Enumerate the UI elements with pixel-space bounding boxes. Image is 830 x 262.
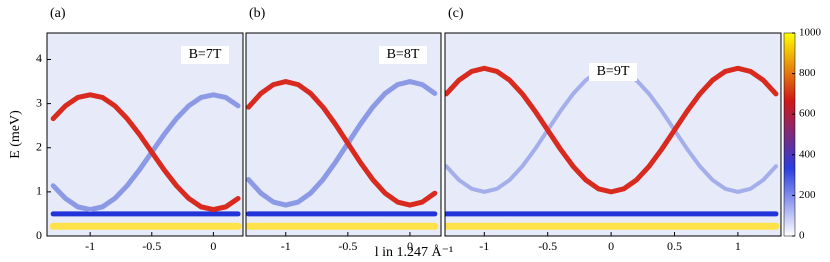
x-tick-label: -1 — [479, 239, 489, 253]
x-tick-label: 0 — [608, 239, 614, 253]
y-tick-label: 1 — [36, 184, 42, 198]
x-tick-label: -0.5 — [142, 239, 161, 253]
x-tick-label: 0 — [407, 239, 413, 253]
y-tick-label: 3 — [36, 95, 42, 109]
dispersion-curve — [246, 79, 438, 208]
plot-frame — [46, 32, 244, 237]
x-tick-label: -1 — [85, 239, 95, 253]
annotation-box — [379, 46, 427, 64]
annotation-box — [181, 46, 229, 64]
x-tick-label: 0 — [210, 239, 216, 253]
dispersion-curve — [445, 65, 779, 195]
panel-label: (a) — [50, 6, 66, 21]
dispersion-curve — [50, 92, 241, 213]
colorbar-tick-label: 200 — [799, 189, 816, 201]
colorbar-tick-label: 600 — [799, 108, 816, 120]
x-tick-label: -0.5 — [338, 239, 357, 253]
x-tick-label: -0.5 — [538, 239, 557, 253]
y-tick-label: 2 — [36, 139, 42, 153]
colorbar-tick-label: 800 — [799, 67, 816, 79]
plot-background — [47, 33, 243, 236]
annotation: B=9T — [597, 64, 630, 79]
colorbar-tick-label: 1000 — [799, 27, 822, 39]
panel-label: (b) — [249, 6, 266, 21]
x-tick-label: -1 — [281, 239, 291, 253]
y-tick-label: 4 — [36, 51, 42, 65]
y-tick-label: 0 — [36, 228, 42, 242]
x-tick-label: 0.5 — [667, 239, 682, 253]
dispersion-curve — [246, 79, 438, 208]
plot-frame — [245, 32, 442, 237]
colorbar-tick-label: 0 — [799, 230, 805, 242]
annotation: B=8T — [387, 47, 420, 62]
annotation: B=7T — [189, 47, 222, 62]
annotation-box — [589, 63, 637, 81]
colorbar — [783, 32, 796, 237]
x-axis-label: l in 1.247 Å⁻¹ — [375, 244, 453, 260]
plot-area — [246, 79, 439, 230]
plot-frame — [444, 32, 782, 237]
y-axis-label: E (meV) — [8, 110, 23, 159]
colorbar-tick-label: 400 — [799, 148, 816, 160]
dispersion-curve — [50, 92, 241, 213]
x-tick-label: 1 — [735, 239, 741, 253]
plot-area — [49, 92, 242, 230]
panel-label: (c) — [448, 6, 464, 21]
